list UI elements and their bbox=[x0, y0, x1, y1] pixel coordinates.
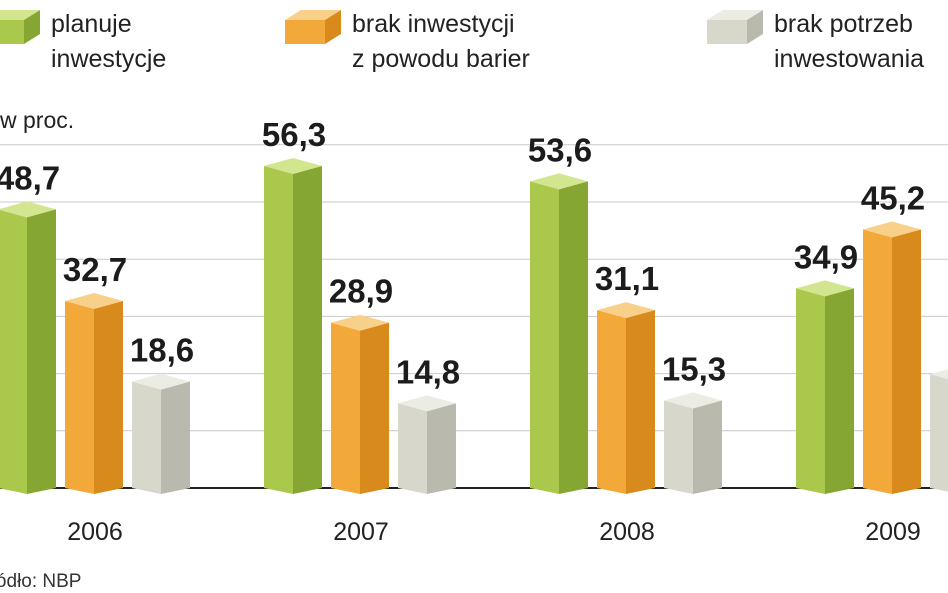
bar-front bbox=[664, 400, 693, 494]
legend-entry: planuje bbox=[51, 10, 132, 38]
bar bbox=[132, 373, 190, 494]
legend-entry: brak inwestycji bbox=[352, 10, 515, 38]
legend-swatch-side bbox=[747, 10, 763, 44]
bar bbox=[331, 314, 389, 494]
legend-entry: inwestowania bbox=[774, 45, 924, 73]
value-label: 31,1 bbox=[595, 260, 659, 297]
legend-entry: inwestycje bbox=[51, 45, 166, 73]
bar bbox=[930, 369, 948, 492]
bar-front bbox=[331, 322, 360, 494]
bar-side bbox=[293, 165, 322, 495]
legend-swatch bbox=[0, 20, 24, 44]
bar-side bbox=[27, 209, 56, 494]
value-labels: 48,7 32,7 18,6 56,3 28,9 14,8 53,6 31,1 15,3 34,9… bbox=[0, 116, 925, 390]
bar bbox=[0, 201, 56, 494]
bar-front bbox=[930, 374, 948, 492]
bar-side bbox=[161, 381, 190, 494]
value-label: 28,9 bbox=[329, 273, 393, 310]
value-label: 56,3 bbox=[262, 116, 326, 153]
legend-swatch-top bbox=[285, 10, 341, 20]
bar-front bbox=[65, 300, 94, 494]
bar-side bbox=[427, 403, 456, 494]
bar-front bbox=[597, 310, 626, 494]
bar bbox=[664, 392, 722, 494]
unit-label: w proc. bbox=[0, 107, 74, 133]
source-note: Źródło: NBP bbox=[0, 571, 81, 592]
bars bbox=[0, 157, 948, 495]
bar-side bbox=[360, 322, 389, 494]
bar bbox=[530, 173, 588, 494]
bar-side bbox=[892, 229, 921, 494]
bar bbox=[796, 280, 854, 494]
bar bbox=[65, 292, 123, 494]
bar-top bbox=[930, 369, 948, 380]
value-label: 15,3 bbox=[662, 350, 726, 387]
legend-entry: brak potrzeb bbox=[774, 10, 913, 38]
bar-side bbox=[626, 310, 655, 494]
value-label: 48,7 bbox=[0, 159, 60, 196]
bar-side bbox=[559, 181, 588, 494]
legend-swatch-side bbox=[24, 10, 40, 44]
bar-front bbox=[796, 288, 825, 494]
x-tick-label: 2008 bbox=[599, 518, 655, 546]
value-label: 18,6 bbox=[130, 332, 194, 369]
value-label: 32,7 bbox=[63, 251, 127, 288]
bar-side bbox=[693, 400, 722, 494]
bar-side bbox=[94, 300, 123, 494]
legend-swatch bbox=[285, 20, 325, 44]
x-tick-label: 2009 bbox=[865, 518, 921, 546]
legend: planuje inwestycje brak inwestycji z powodu… bbox=[0, 10, 924, 73]
bar-front bbox=[398, 403, 427, 494]
bar-front bbox=[0, 209, 27, 494]
value-label: 34,9 bbox=[794, 238, 858, 275]
bar-front bbox=[863, 229, 892, 494]
bar bbox=[398, 395, 456, 494]
bar bbox=[597, 302, 655, 494]
value-label: 14,8 bbox=[396, 353, 460, 390]
legend-swatch-side bbox=[325, 10, 341, 44]
bar-front bbox=[530, 181, 559, 494]
bar-front bbox=[264, 165, 293, 495]
x-tick-label: 2007 bbox=[333, 518, 389, 546]
x-tick-label: 2006 bbox=[67, 518, 123, 546]
legend-swatch-top bbox=[707, 10, 763, 20]
value-label: 45,2 bbox=[861, 179, 925, 216]
bar-front bbox=[132, 381, 161, 494]
x-tick-labels: 2006 2007 2008 2009 bbox=[67, 518, 921, 546]
bar bbox=[264, 157, 322, 495]
legend-entry: z powodu barier bbox=[352, 45, 530, 73]
legend-swatch-top bbox=[0, 10, 40, 20]
bar-top bbox=[0, 201, 56, 218]
bar-side bbox=[825, 288, 854, 494]
bar bbox=[863, 221, 921, 494]
legend-swatch bbox=[707, 20, 747, 44]
value-label: 53,6 bbox=[528, 131, 592, 168]
